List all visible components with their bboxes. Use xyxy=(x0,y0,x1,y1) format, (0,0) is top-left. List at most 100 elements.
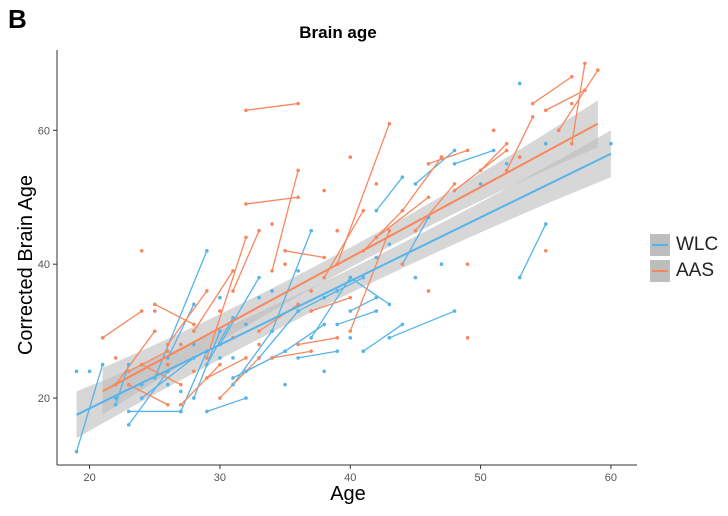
data-point-wlc xyxy=(126,362,131,367)
data-point-wlc xyxy=(270,329,274,333)
connecting-line-wlc xyxy=(258,310,299,359)
data-point-wlc xyxy=(452,148,457,153)
data-point-wlc xyxy=(257,275,261,280)
data-point-wlc xyxy=(283,349,287,354)
data-point-aas xyxy=(504,141,509,146)
data-point-wlc xyxy=(205,362,209,367)
data-point-wlc xyxy=(413,182,418,186)
y-tick-label: 40 xyxy=(38,259,50,271)
data-point-aas xyxy=(504,148,509,153)
connecting-line-aas xyxy=(180,364,221,406)
data-point-wlc xyxy=(348,336,353,340)
data-point-wlc xyxy=(74,369,79,374)
connecting-line-aas xyxy=(206,237,247,359)
connecting-line-wlc xyxy=(271,230,312,332)
data-point-aas xyxy=(374,182,379,186)
regression-line-aas xyxy=(102,122,599,393)
connecting-line-wlc xyxy=(375,176,403,212)
data-point-wlc xyxy=(218,329,222,333)
data-point-wlc xyxy=(113,402,118,407)
data-point-aas xyxy=(113,356,118,360)
data-point-aas xyxy=(478,168,483,173)
data-point-wlc xyxy=(192,396,196,400)
data-point-wlc xyxy=(231,382,235,387)
data-point-wlc xyxy=(218,356,222,360)
connecting-line-wlc xyxy=(389,310,455,339)
data-point-aas xyxy=(296,101,300,106)
data-point-wlc xyxy=(309,336,313,340)
data-point-aas xyxy=(348,155,353,159)
panel-label: B xyxy=(8,4,27,34)
connecting-line-aas xyxy=(167,290,208,345)
connecting-line-wlc xyxy=(180,350,208,412)
data-point-aas xyxy=(283,262,287,266)
data-point-wlc xyxy=(504,161,509,166)
axes: 20 30 40 50 60 20 40 60 xyxy=(38,50,637,484)
data-point-aas xyxy=(452,182,457,186)
data-point-wlc xyxy=(400,322,405,327)
connecting-line-aas xyxy=(206,357,247,379)
data-point-wlc xyxy=(387,302,392,307)
connecting-line-aas xyxy=(245,102,299,111)
data-point-aas xyxy=(231,289,235,293)
connecting-line-wlc xyxy=(519,223,547,278)
connecting-line-aas xyxy=(141,364,182,386)
data-point-aas xyxy=(309,349,313,354)
data-point-wlc xyxy=(517,81,522,86)
data-point-wlc xyxy=(374,208,379,213)
legend-key-wlc xyxy=(650,234,670,256)
data-point-aas xyxy=(583,88,587,92)
legend: WLC AAS xyxy=(650,232,728,284)
connecting-line-wlc xyxy=(401,217,430,265)
data-point-wlc xyxy=(296,309,300,313)
x-tick-label: 50 xyxy=(474,472,486,484)
connecting-line-wlc xyxy=(232,330,273,386)
data-point-aas xyxy=(231,269,235,273)
x-tick-label: 40 xyxy=(344,472,356,484)
data-point-wlc xyxy=(283,382,287,387)
data-point-wlc xyxy=(387,336,392,340)
connecting-line-wlc xyxy=(323,277,364,299)
data-point-wlc xyxy=(244,396,248,400)
data-point-wlc xyxy=(322,369,326,374)
data-point-wlc xyxy=(179,409,183,414)
regression-lines xyxy=(76,122,612,416)
data-point-aas xyxy=(387,228,392,233)
data-point-wlc xyxy=(100,362,105,367)
data-point-wlc xyxy=(126,409,131,414)
data-point-aas xyxy=(165,402,170,407)
data-point-aas xyxy=(257,356,261,360)
data-point-aas xyxy=(426,289,431,293)
connecting-line-aas xyxy=(245,196,299,205)
data-point-wlc xyxy=(543,141,548,146)
data-point-aas xyxy=(426,195,431,200)
y-tick-label: 60 xyxy=(38,125,50,137)
data-point-aas xyxy=(126,369,131,374)
data-point-wlc xyxy=(335,289,340,293)
data-point-aas xyxy=(439,155,444,159)
y-axis-label: Corrected Brain Age xyxy=(15,175,37,355)
data-point-aas xyxy=(192,369,196,374)
legend-label-aas: AAS xyxy=(676,260,715,281)
data-point-aas xyxy=(165,362,170,367)
data-point-aas xyxy=(570,101,574,106)
data-point-aas xyxy=(218,309,222,313)
connecting-line-wlc xyxy=(232,357,273,379)
data-point-aas xyxy=(270,356,274,360)
data-point-wlc xyxy=(517,275,522,280)
data-point-wlc xyxy=(348,309,353,313)
connecting-line-wlc xyxy=(115,364,130,405)
connecting-line-wlc xyxy=(219,277,260,345)
data-point-wlc xyxy=(231,315,235,320)
data-point-aas xyxy=(570,141,574,146)
data-point-wlc xyxy=(348,275,353,280)
data-point-aas xyxy=(152,309,157,313)
connecting-line-wlc xyxy=(349,277,390,305)
data-point-aas xyxy=(218,396,222,400)
data-point-wlc xyxy=(361,275,366,280)
scatter-chart: 20 30 40 50 60 20 40 60 Brain age Age Corrected… xyxy=(15,23,637,505)
data-point-aas xyxy=(179,402,183,407)
data-point-wlc xyxy=(87,369,92,374)
data-point-aas xyxy=(387,121,392,126)
connecting-line-wlc xyxy=(337,310,377,326)
